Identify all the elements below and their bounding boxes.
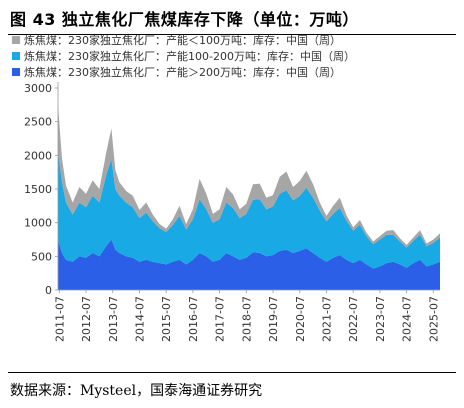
source-note: 数据来源：Mysteel，国泰海通证券研究 [10,383,263,399]
x-tick-label: 2014-07 [133,296,146,342]
legend-label: 炼焦煤：230家独立焦化厂：产能＞200万吨：库存：中国（周） [24,65,341,79]
y-tick-label: 2000 [24,149,52,162]
x-tick-label: 2021-07 [320,296,333,342]
axes-group: 0 500 1000 1500 2000 2500 3000 2011-07 2012-07 20… [24,82,440,342]
x-tick-label: 2011-07 [53,296,66,342]
area-over-200 [58,239,440,290]
legend-item-under-100: 炼焦煤：230家独立焦化厂：产能＜100万吨：库存：中国（周） [12,33,341,47]
legend-item-over-200: 炼焦煤：230家独立焦化厂：产能＞200万吨：库存：中国（周） [12,65,341,79]
x-tick-label: 2015-07 [160,296,173,342]
x-tick-label: 2012-07 [80,296,93,342]
x-tick-label: 2013-07 [107,296,120,342]
x-tick-label: 2025-07 [427,296,440,342]
area-100-200 [58,152,440,269]
legend: 炼焦煤：230家独立焦化厂：产能＜100万吨：库存：中国（周） 炼焦煤：230家独… [12,33,355,79]
y-tick-label: 500 [31,250,52,263]
x-tick-label: 2018-07 [240,296,253,342]
area-under-100 [58,104,440,248]
legend-label: 炼焦煤：230家独立焦化厂：产能100-200万吨：库存：中国（周） [24,49,355,63]
areas-group [58,104,440,290]
x-tick-label: 2020-07 [294,296,307,342]
top-rule [8,34,456,35]
legend-swatch [12,52,20,60]
x-tick-label: 2023-07 [374,296,387,342]
x-tick-label: 2019-07 [267,296,280,342]
y-tick-label: 1000 [24,217,52,230]
y-tick-label: 2500 [24,116,52,129]
x-tick-label: 2022-07 [347,296,360,342]
x-tick-label: 2016-07 [187,296,200,342]
legend-swatch [12,68,20,76]
legend-label: 炼焦煤：230家独立焦化厂：产能＜100万吨：库存：中国（周） [24,33,341,47]
figure-title: 图 43 独立焦化厂焦煤库存下降（单位：万吨） [10,10,359,29]
legend-swatch [12,36,20,44]
y-tick-label: 3000 [24,82,52,95]
y-tick-label: 1500 [24,183,52,196]
bottom-rule [8,372,456,373]
y-tick-label: 0 [45,284,52,297]
x-tick-label: 2017-07 [214,296,227,342]
x-tick-label: 2024-07 [401,296,414,342]
legend-item-100-200: 炼焦煤：230家独立焦化厂：产能100-200万吨：库存：中国（周） [12,49,355,63]
